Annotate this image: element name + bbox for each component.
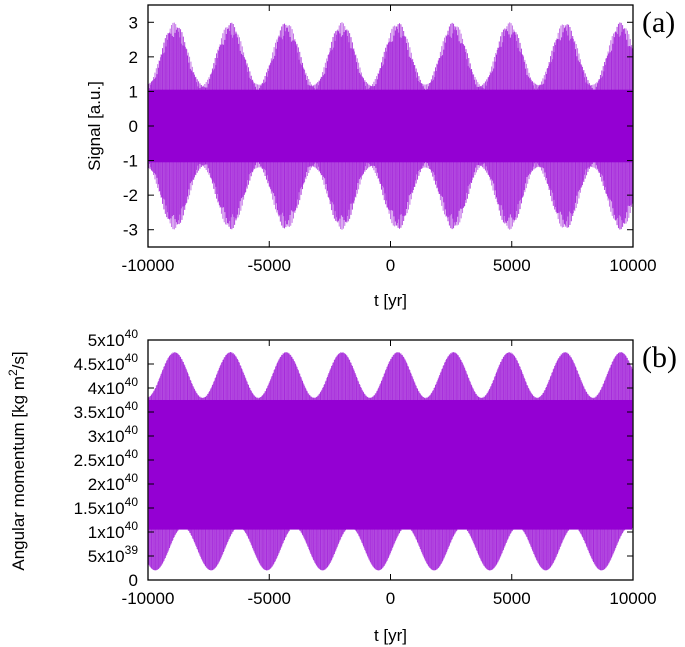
- y-tick-label: 2: [129, 48, 138, 67]
- chart-a: -10000 -5000 0 5000 10000 -3 -2 -1 0 1 2 3 t [yr] S…: [85, 4, 675, 310]
- x-axis-label-a: t [yr]: [374, 291, 407, 310]
- x-tick-label: -10000: [122, 589, 175, 608]
- x-tick-label: 0: [386, 256, 395, 275]
- y-tick-label: 3: [129, 13, 138, 32]
- panel-label-b: (b): [642, 341, 677, 374]
- y-tick-label: -3: [123, 221, 138, 240]
- x-tick-label: -5000: [248, 589, 291, 608]
- y-tick-label: 4.5x1040: [74, 351, 139, 374]
- plot-area-a: [147, 22, 634, 230]
- y-tick-label: 2.5x1040: [74, 447, 139, 470]
- y-tick-label: 2x1040: [88, 471, 139, 494]
- y-tick-label: 3x1040: [88, 423, 139, 446]
- y-tick-label: 1.5x1040: [74, 495, 139, 518]
- x-tick-label: 10000: [609, 589, 656, 608]
- x-axis-label-b: t [yr]: [374, 626, 407, 645]
- panel-label-a: (a): [642, 6, 675, 39]
- x-tick-label: -5000: [248, 256, 291, 275]
- y-tick-label: 4x1040: [88, 375, 139, 398]
- y-axis-label-a: Signal [a.u.]: [85, 81, 104, 171]
- x-tick-label: 10000: [609, 256, 656, 275]
- x-tick-label: 0: [386, 589, 395, 608]
- y-tick-label: 5x1040: [88, 327, 139, 350]
- chart-b: -10000 -5000 0 5000 10000 0 5x10391x10401.5x10…: [6, 327, 677, 645]
- y-tick-label: -1: [123, 152, 138, 171]
- y-tick-label: 1x1040: [88, 519, 139, 542]
- y-axis-label-b: Angular momentum [kg m2/s]: [6, 351, 28, 570]
- x-tick-label: 5000: [493, 589, 531, 608]
- y-tick-label: 0: [129, 117, 138, 136]
- signal-core-band: [149, 89, 632, 163]
- ticks-b: -10000 -5000 0 5000 10000 0 5x10391x10401.5x10…: [74, 327, 657, 608]
- plot-area-b: [147, 352, 634, 571]
- y-tick-label: 1: [129, 82, 138, 101]
- y-tick-label: 3.5x1040: [74, 399, 139, 422]
- y-tick-label: -2: [123, 186, 138, 205]
- y-tick-label: 0: [129, 571, 138, 590]
- ticks-a: -10000 -5000 0 5000 10000 -3 -2 -1 0 1 2 3: [122, 5, 657, 275]
- x-tick-label: 5000: [493, 256, 531, 275]
- y-tick-label: 5x1039: [88, 543, 139, 566]
- x-tick-label: -10000: [122, 256, 175, 275]
- signal-core-band: [149, 400, 632, 530]
